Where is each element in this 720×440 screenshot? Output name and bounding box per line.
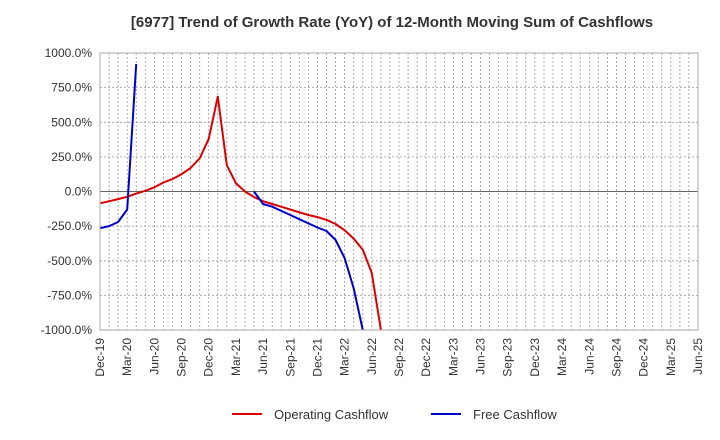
x-tick-label: Jun-23 bbox=[474, 338, 488, 375]
x-tick-label: Dec-21 bbox=[311, 338, 325, 377]
plot-frame bbox=[99, 52, 699, 331]
x-tick-label: Dec-19 bbox=[93, 338, 107, 377]
x-tick-label: Dec-22 bbox=[419, 338, 433, 377]
x-axis: Dec-19 Mar-20 Jun-20 Sep-20 Dec-20 Mar-21 Jun-… bbox=[93, 338, 705, 377]
legend-label: Free Cashflow bbox=[473, 407, 557, 422]
x-tick-label: Sep-20 bbox=[175, 338, 189, 377]
free-cashflow-line bbox=[99, 64, 138, 230]
legend: Operating Cashflow Free Cashflow bbox=[232, 407, 557, 422]
x-tick-label: Mar-23 bbox=[446, 338, 460, 376]
x-tick-label: Dec-24 bbox=[637, 338, 651, 377]
x-tick-label: Dec-20 bbox=[202, 338, 216, 377]
y-tick-label: 500.0% bbox=[51, 115, 92, 129]
x-tick-label: Jun-24 bbox=[582, 338, 596, 375]
x-tick-label: Sep-24 bbox=[610, 338, 624, 377]
x-tick-label: Mar-20 bbox=[120, 338, 134, 376]
y-tick-label: -250.0% bbox=[47, 219, 92, 233]
x-tick-label: Jun-20 bbox=[147, 338, 161, 375]
chart-title: [6977] Trend of Growth Rate (YoY) of 12-… bbox=[131, 14, 653, 31]
x-tick-label: Dec-23 bbox=[528, 338, 542, 377]
x-tick-label: Sep-23 bbox=[501, 338, 515, 377]
x-tick-label: Jun-21 bbox=[256, 338, 270, 375]
y-tick-label: 1000.0% bbox=[45, 46, 93, 60]
x-tick-label: Sep-22 bbox=[392, 338, 406, 377]
y-tick-label: 250.0% bbox=[51, 150, 92, 164]
y-tick-label: 0.0% bbox=[65, 185, 93, 199]
y-tick-label: 750.0% bbox=[51, 81, 92, 95]
x-tick-label: Jun-22 bbox=[365, 338, 379, 375]
x-tick-label: Mar-24 bbox=[555, 338, 569, 376]
legend-label: Operating Cashflow bbox=[274, 407, 389, 422]
x-tick-label: Mar-25 bbox=[664, 338, 678, 376]
y-tick-label: -750.0% bbox=[47, 288, 92, 302]
y-axis: 1000.0% 750.0% 500.0% 250.0% 0.0% -250.0% -500… bbox=[41, 46, 93, 337]
operating-cashflow-line bbox=[99, 95, 382, 331]
x-tick-label: Jun-25 bbox=[691, 338, 705, 375]
grid-lines bbox=[100, 52, 698, 331]
y-tick-label: -500.0% bbox=[47, 254, 92, 268]
free-cashflow-line bbox=[253, 190, 364, 331]
x-tick-label: Sep-21 bbox=[283, 338, 297, 377]
y-tick-label: -1000.0% bbox=[41, 323, 93, 337]
x-tick-label: Mar-21 bbox=[229, 338, 243, 376]
series-group bbox=[99, 64, 382, 331]
x-tick-label: Mar-22 bbox=[338, 338, 352, 376]
